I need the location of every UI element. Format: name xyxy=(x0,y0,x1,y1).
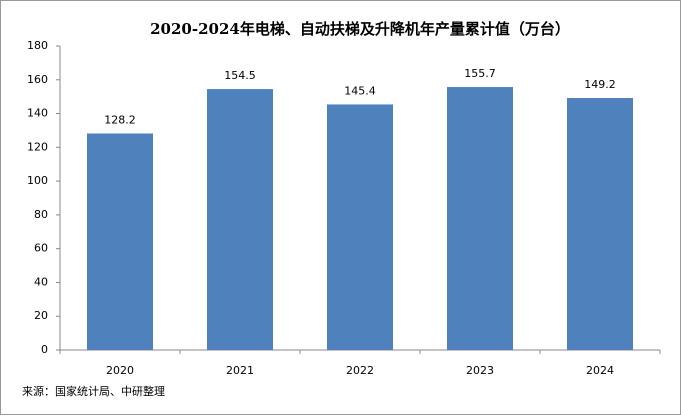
y-tick-label: 40 xyxy=(34,275,48,288)
bar xyxy=(207,89,273,351)
data-label: 154.5 xyxy=(224,69,256,82)
x-tick-label: 2024 xyxy=(586,364,614,377)
source-note: 来源：国家统计局、中研整理 xyxy=(22,384,165,398)
y-tick-label: 20 xyxy=(34,309,48,322)
y-tick-label: 180 xyxy=(27,39,48,52)
y-tick-label: 0 xyxy=(41,343,48,356)
bar xyxy=(567,98,633,350)
data-label: 128.2 xyxy=(104,113,136,126)
y-tick-label: 140 xyxy=(27,107,48,120)
x-tick-label: 2022 xyxy=(346,364,374,377)
x-tick-label: 2021 xyxy=(226,364,254,377)
chart-title: 2020-2024年电梯、自动扶梯及升降机年产量累计值（万台） xyxy=(150,20,570,38)
y-tick-label: 160 xyxy=(27,73,48,86)
data-label: 149.2 xyxy=(584,78,616,91)
x-tick-label: 2023 xyxy=(466,364,494,377)
bar xyxy=(87,133,153,350)
x-tick-label: 2020 xyxy=(106,364,134,377)
data-label: 155.7 xyxy=(464,67,496,80)
bar xyxy=(327,104,393,351)
y-tick-label: 80 xyxy=(34,208,48,221)
y-tick-label: 120 xyxy=(27,140,48,153)
bar xyxy=(447,87,513,350)
data-label: 145.4 xyxy=(344,84,376,97)
y-tick-label: 100 xyxy=(27,174,48,187)
y-tick-label: 60 xyxy=(34,242,48,255)
